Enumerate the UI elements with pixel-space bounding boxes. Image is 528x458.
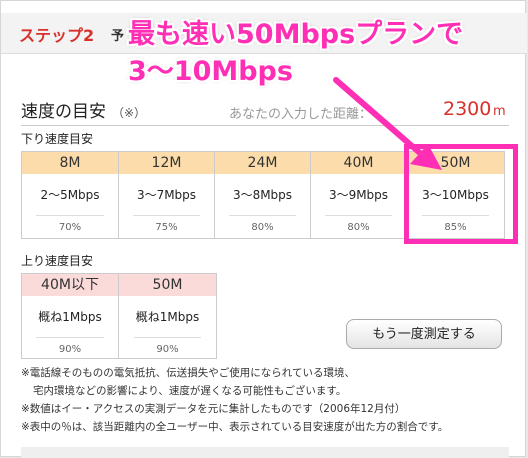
upload-label: 上り速度目安 (21, 254, 94, 268)
section-title-note: （※） (112, 106, 147, 120)
speed-percent: 80% (251, 222, 274, 233)
download-label: 下り速度目安 (21, 132, 94, 146)
speed-range: 概ね1Mbps (135, 310, 200, 324)
distance-label: あなたの入力した距離： (229, 107, 373, 122)
cell-separator (36, 215, 104, 216)
section-title-text: 速度の目安 (21, 102, 106, 122)
remeasure-button[interactable]: もう一度測定する (346, 319, 502, 349)
cell-separator (36, 337, 104, 338)
speed-percent: 75% (155, 222, 178, 233)
plan-header: 40M (311, 152, 406, 174)
distance-value: 2300 (443, 98, 492, 120)
speed-range: 3〜10Mbps (422, 188, 489, 202)
plan-header: 24M (215, 152, 310, 174)
speed-range: 3〜9Mbps (328, 188, 389, 202)
highlight-box (404, 144, 518, 244)
speed-range: 概ね1Mbps (38, 310, 102, 324)
speed-range: 3〜8Mbps (232, 188, 293, 202)
download-speed-table: 8M 2〜5Mbps 70% 12M 3〜7Mbps 75% 24M 3〜8Mb… (21, 151, 505, 239)
footnote: ※表中の％は、該当距離内の全ユーザー中、表示されている目安速度が出た方の割合です… (21, 421, 449, 433)
download-col-8m: 8M 2〜5Mbps 70% (22, 152, 119, 238)
speed-percent: 70% (58, 222, 82, 233)
speed-range: 2〜5Mbps (40, 188, 100, 202)
cell-separator (229, 215, 296, 216)
section-title: 速度の目安 （※） (21, 97, 146, 122)
cell-separator (325, 215, 392, 216)
footnote: 宅内環境などの影響により、速度が遅くなる可能性もございます。 (33, 385, 347, 397)
annotation-callout: 最も速い50Mbpsプランで 3〜10Mbps (128, 16, 463, 90)
cell-separator (133, 337, 202, 338)
speed-percent: 90% (156, 344, 179, 355)
plan-header: 12M (119, 152, 214, 174)
cell-separator (133, 215, 200, 216)
speed-percent: 90% (58, 344, 82, 355)
download-col-24m: 24M 3〜8Mbps 80% (215, 152, 311, 238)
annotation-line-2: 3〜10Mbps (128, 56, 293, 87)
upload-col-50m: 50M 概ね1Mbps 90% (119, 274, 216, 358)
step-partial-text: 予 (111, 29, 125, 44)
bottom-strip (21, 447, 509, 458)
upload-speed-table: 40M以下 概ね1Mbps 90% 50M 概ね1Mbps 90% (21, 273, 217, 359)
upload-col-40m-under: 40M以下 概ね1Mbps 90% (22, 274, 119, 358)
divider (21, 125, 509, 126)
footnotes: ※電話線そのものの電気抵抗、伝送損失やご使用になられている環境、 宅内環境などの… (21, 364, 448, 436)
annotation-line-1: 最も速い50Mbpsプランで (128, 19, 464, 50)
plan-header: 40M以下 (22, 274, 118, 296)
speed-percent: 80% (347, 222, 370, 233)
speed-percent: 85% (444, 222, 467, 233)
step-header (1, 13, 527, 54)
footnote: ※数値はイー・アクセスの実測データを元に集計したものです（2006年12月付） (21, 403, 406, 415)
download-col-40m: 40M 3〜9Mbps 80% (311, 152, 407, 238)
cell-separator (421, 215, 490, 216)
footnote: ※電話線そのものの電気抵抗、伝送損失やご使用になられている環境、 (21, 367, 355, 379)
download-col-12m: 12M 3〜7Mbps 75% (119, 152, 215, 238)
step-label: ステップ2 (19, 26, 95, 45)
plan-header: 50M (119, 274, 216, 296)
plan-header: 8M (22, 152, 118, 174)
distance-unit: m (493, 104, 506, 119)
speed-range: 3〜7Mbps (136, 188, 197, 202)
